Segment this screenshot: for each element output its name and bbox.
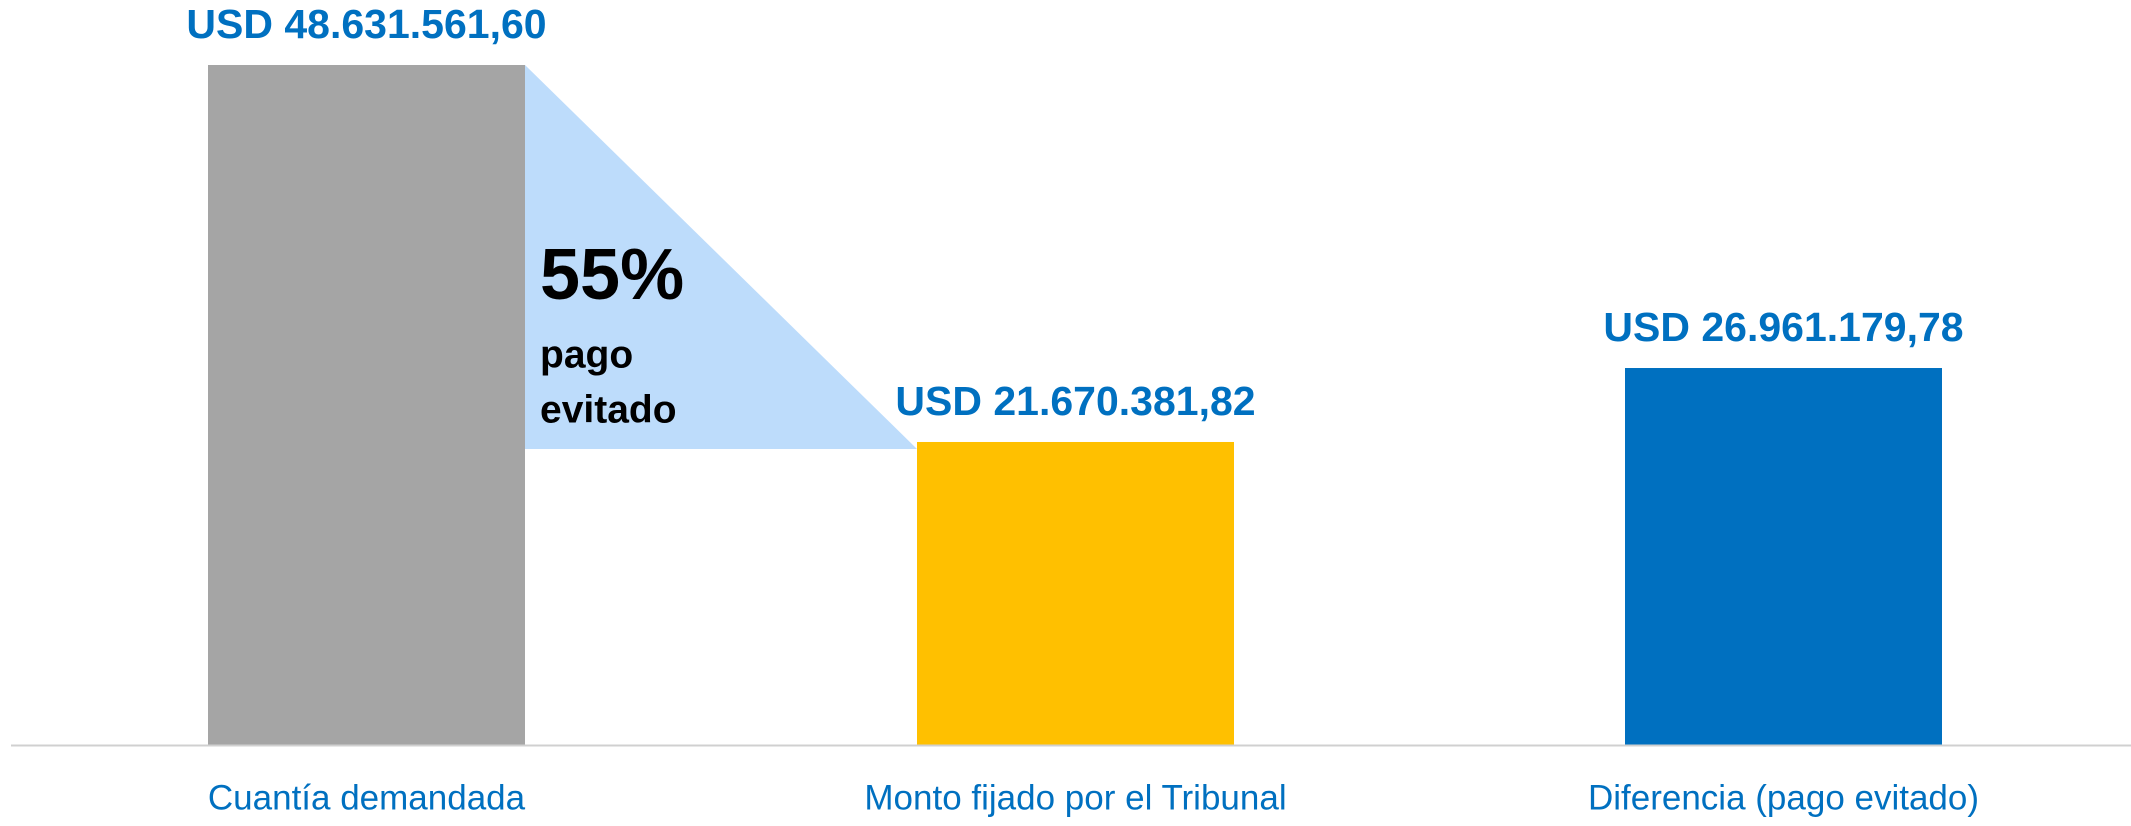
bar [1625,368,1942,745]
bar [208,65,525,745]
avoided-payment-area [525,65,917,449]
value-label: USD 21.670.381,82 [895,378,1255,424]
annotation-percent: 55% [540,235,684,315]
annotation-text: evitado [540,388,677,431]
value-label: USD 26.961.179,78 [1603,304,1963,350]
bar [917,441,1234,745]
category-label: Diferencia (pago evitado) [1588,778,1979,817]
category-label: Cuantía demandada [208,778,526,817]
annotation-text: pago [540,333,633,376]
value-label: USD 48.631.561,60 [186,1,546,47]
category-label: Monto fijado por el Tribunal [864,778,1286,817]
